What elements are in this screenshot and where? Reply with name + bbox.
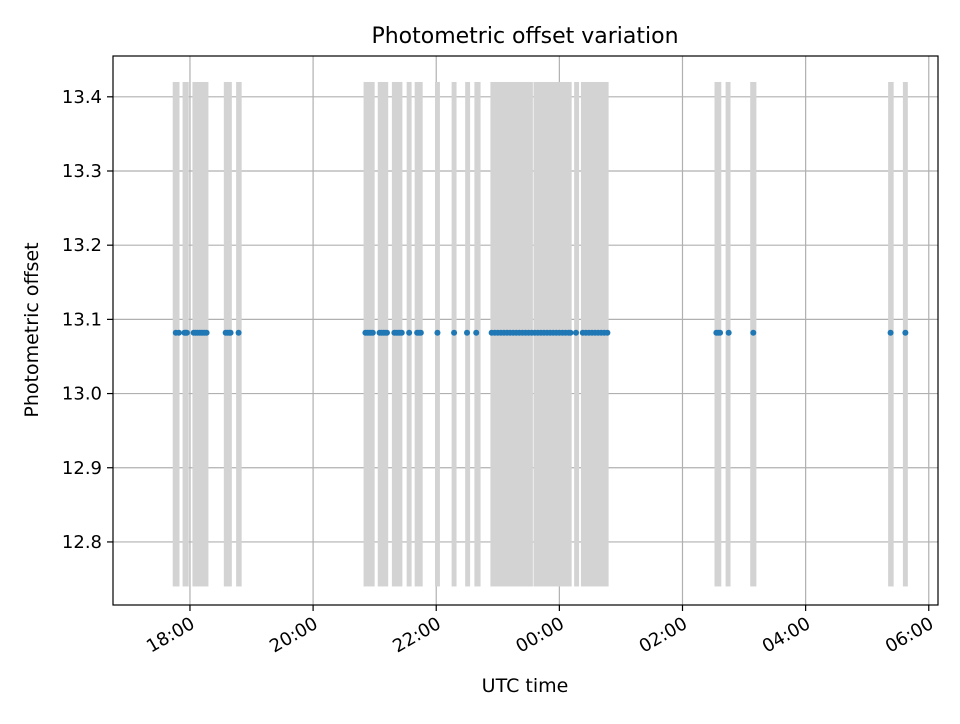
data-point-0-4: [183, 329, 190, 336]
data-point-0-82: [750, 329, 757, 336]
data-point-0-1: [175, 329, 182, 336]
data-point-0-81: [725, 329, 732, 336]
data-point-0-84: [902, 329, 909, 336]
data-points: [172, 329, 909, 336]
data-point-0-67: [567, 329, 574, 336]
data-point-0-33: [406, 329, 413, 336]
y-tick-label-1: 12.9: [62, 458, 102, 479]
data-point-0-32: [398, 329, 405, 336]
plot-frame: [112, 55, 939, 606]
data-point-0-83: [887, 329, 894, 336]
data-point-0-77: [604, 329, 611, 336]
y-tick-label-5: 13.3: [62, 161, 102, 182]
x-axis-label: UTC time: [482, 675, 569, 697]
data-point-0-12: [203, 329, 210, 336]
y-tick-label-0: 12.8: [62, 532, 102, 553]
y-tick-label-3: 13.1: [62, 309, 102, 330]
data-point-0-37: [434, 329, 441, 336]
chart-title: Photometric offset variation: [371, 24, 678, 49]
y-axis-ticks: 12.8 12.9 13.0 13.1 13.2 13.3 13.4: [62, 87, 113, 553]
data-point-0-80: [717, 329, 724, 336]
y-tick-label-6: 13.4: [62, 87, 102, 108]
data-point-0-68: [572, 329, 579, 336]
data-point-0-38: [451, 329, 458, 336]
data-point-0-36: [417, 329, 424, 336]
y-axis-label: Photometric offset: [21, 242, 43, 417]
data-point-0-27: [383, 329, 390, 336]
data-point-0-22: [369, 329, 376, 336]
data-point-0-17: [235, 329, 242, 336]
data-point-0-39: [464, 329, 471, 336]
y-tick-label-4: 13.2: [62, 235, 102, 256]
y-tick-label-2: 13.0: [62, 384, 102, 405]
data-point-0-16: [227, 329, 234, 336]
data-point-0-40: [473, 329, 480, 336]
